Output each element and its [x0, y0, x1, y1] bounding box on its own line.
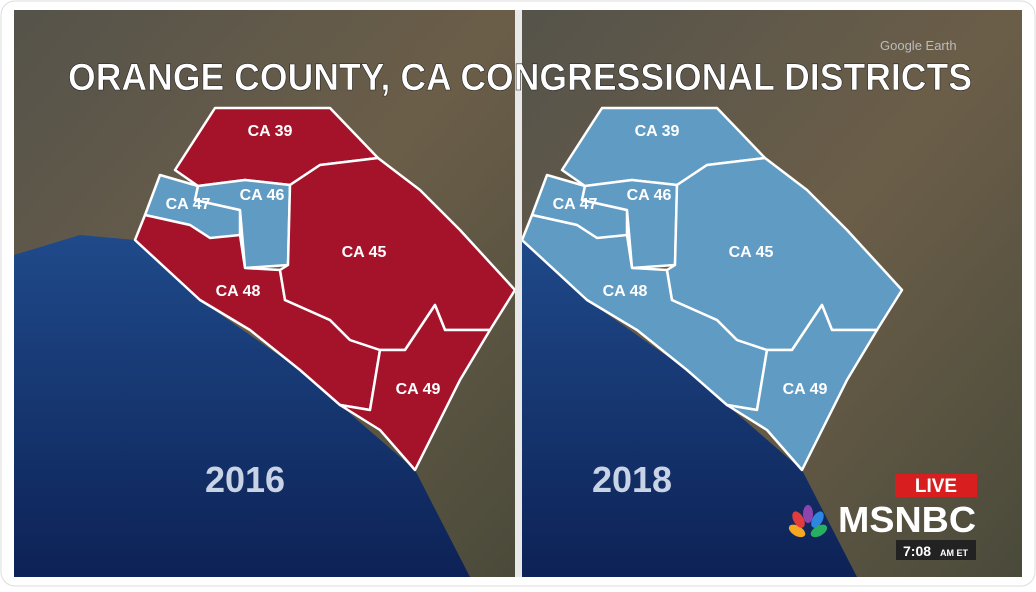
time-box [896, 540, 976, 560]
district-label: CA 48 [216, 283, 261, 300]
district [725, 303, 879, 472]
map-panel: CA 39 CA 47 CA 46 CA 48 CA 45 CA 49 2016 [14, 10, 515, 577]
title: ORANGE COUNTY, CA CONGRESSIONAL DISTRICT… [68, 57, 972, 99]
map-panel: CA 39 CA 47 CA 46 CA 48 CA 45 CA 49 2018 [522, 10, 1022, 577]
live-badge [895, 474, 977, 497]
district-map: CA 39 CA 47 CA 46 CA 48 CA 45 CA 49 2016 [14, 106, 515, 577]
time-suffix: AM ET [940, 548, 969, 558]
district-label: CA 46 [240, 187, 285, 204]
district-label: CA 48 [603, 283, 648, 300]
peacock-logo [788, 505, 828, 538]
district [193, 178, 292, 270]
district-label: CA 49 [783, 381, 828, 398]
ocean [14, 235, 470, 577]
time-clock: 7:08 [903, 543, 931, 559]
district-label: CA 45 [342, 244, 387, 261]
ocean [522, 240, 857, 577]
year-label: 2016 [205, 459, 285, 500]
divider [515, 10, 522, 577]
year-label: 2018 [592, 459, 672, 500]
district-label: CA 46 [627, 187, 672, 204]
district-label: CA 45 [729, 244, 774, 261]
watermark: Google Earth [880, 38, 957, 53]
district-label: CA 47 [553, 196, 598, 213]
district-label: CA 47 [166, 196, 211, 213]
network-logo: MSNBC [838, 499, 976, 540]
district-map: CA 39 CA 47 CA 46 CA 48 CA 45 CA 49 2018 [522, 106, 904, 577]
district [580, 178, 679, 270]
district-label: CA 39 [635, 123, 680, 140]
live-text: LIVE [915, 476, 957, 497]
district-label: CA 39 [248, 123, 293, 140]
district [338, 303, 492, 472]
district-label: CA 49 [396, 381, 441, 398]
